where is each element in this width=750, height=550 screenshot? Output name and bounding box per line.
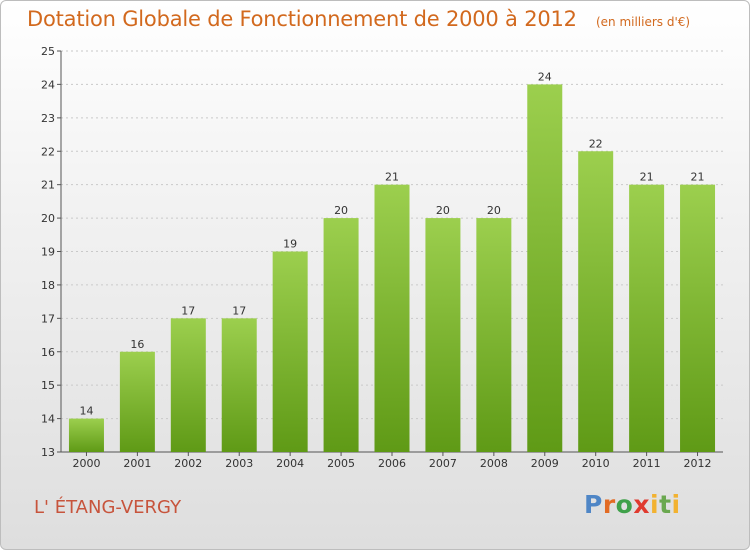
bar-2003	[221, 318, 257, 452]
category-label-2006: 2006	[378, 457, 406, 470]
bar-2008	[476, 218, 512, 452]
labels: 13 14 15 16 17 18 19 20 21 22 23 24 25 14 2000 16 2001 17…	[41, 45, 712, 470]
value-label-2000: 14	[79, 405, 93, 418]
value-label-2008: 20	[487, 204, 501, 217]
bar-2007	[425, 218, 461, 452]
value-label-2007: 20	[436, 204, 450, 217]
bar-2010	[578, 151, 614, 452]
bar-2004	[272, 251, 308, 452]
category-label-2002: 2002	[174, 457, 202, 470]
ytick-label-18: 18	[41, 279, 55, 292]
bars	[68, 84, 716, 453]
ytick-label-25: 25	[41, 45, 55, 58]
ytick-label-21: 21	[41, 179, 55, 192]
ytick-label-19: 19	[41, 246, 55, 259]
category-label-2004: 2004	[276, 457, 304, 470]
ytick-label-17: 17	[41, 312, 55, 325]
bar-2005	[323, 218, 359, 452]
unit-note: (en milliers d'€)	[595, 15, 691, 29]
category-label-2012: 2012	[684, 457, 712, 470]
value-label-2011: 21	[640, 171, 654, 184]
value-label-2012: 21	[691, 171, 705, 184]
category-label-2005: 2005	[327, 457, 355, 470]
category-label-2001: 2001	[123, 457, 151, 470]
title-row: Dotation Globale de Fonctionnement de 20…	[27, 7, 690, 31]
bar-2006	[374, 184, 410, 452]
ytick-label-24: 24	[41, 78, 55, 91]
value-label-2003: 17	[232, 304, 246, 317]
category-label-2008: 2008	[480, 457, 508, 470]
category-label-2010: 2010	[582, 457, 610, 470]
ytick-label-23: 23	[41, 112, 55, 125]
category-label-2009: 2009	[531, 457, 559, 470]
value-label-2005: 20	[334, 204, 348, 217]
value-label-2010: 22	[589, 137, 603, 150]
bar-2002	[170, 318, 206, 452]
bar-2001	[119, 351, 155, 452]
chart-title: Dotation Globale de Fonctionnement de 20…	[27, 7, 577, 31]
value-label-2009: 24	[538, 70, 552, 83]
commune-name: L' ÉTANG-VERGY	[34, 497, 182, 518]
ytick-label-22: 22	[41, 145, 55, 158]
value-label-2001: 16	[130, 338, 144, 351]
category-label-2000: 2000	[72, 457, 100, 470]
ytick-label-16: 16	[41, 346, 55, 359]
value-label-2004: 19	[283, 238, 297, 251]
category-label-2011: 2011	[633, 457, 661, 470]
ytick-label-13: 13	[41, 446, 55, 459]
bar-2009	[527, 84, 563, 453]
bar-2011	[629, 184, 665, 452]
category-label-2003: 2003	[225, 457, 253, 470]
category-label-2007: 2007	[429, 457, 457, 470]
bar-2012	[680, 184, 716, 452]
ytick-label-15: 15	[41, 379, 55, 392]
ytick-label-14: 14	[41, 413, 55, 426]
value-label-2006: 21	[385, 171, 399, 184]
proxiti-logo: Proxiti	[584, 490, 681, 519]
bar-2000	[68, 418, 104, 452]
ytick-label-20: 20	[41, 212, 55, 225]
value-label-2002: 17	[181, 304, 195, 317]
